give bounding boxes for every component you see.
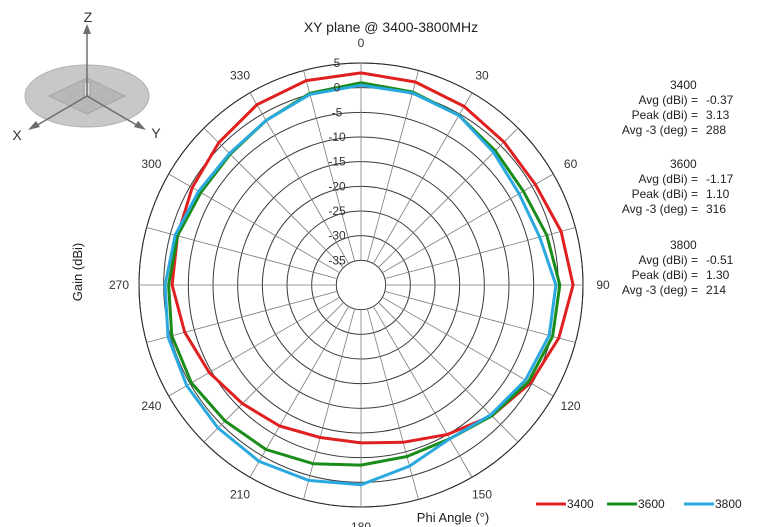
stats-value: -1.17	[706, 172, 734, 186]
orientation-axes-icon: Z X Y	[12, 9, 161, 143]
stats-value: 3.13	[706, 108, 730, 122]
radial-tick-label: 5	[334, 56, 341, 70]
stats-value: -0.37	[706, 93, 734, 107]
tick-labels: 5 0 -5 -10 -15 -20 -25 -30 -35 0 30 60 90 120 150 180 21…	[109, 36, 610, 527]
grid-spoke	[378, 127, 519, 268]
grid-spoke	[366, 308, 419, 500]
x-axis-title: Phi Angle (°)	[417, 510, 489, 525]
stats-block-3800: 3800 Avg (dBi) = -0.51 Peak (dBi) = 1.30 Avg …	[622, 238, 779, 302]
grid-spoke	[303, 308, 356, 500]
y-axis-title: Gain (dBi)	[70, 243, 85, 302]
stats-value: 1.30	[706, 268, 730, 282]
legend: 3400 3600 3800	[536, 497, 742, 511]
stats-label: Peak (dBi) =	[631, 187, 698, 201]
angle-tick-label: 330	[230, 68, 250, 82]
series-3600-line	[167, 81, 562, 467]
z-axis-label: Z	[84, 9, 93, 25]
stats-label: Avg (dBi) =	[638, 172, 698, 186]
series-3400-line	[170, 71, 575, 445]
grid-ring	[335, 259, 387, 311]
stats-freq-label: 3800	[670, 238, 697, 252]
grid-spoke	[384, 227, 576, 280]
angle-tick-label: 150	[472, 488, 492, 502]
stats-label: Avg -3 (deg) =	[621, 202, 698, 216]
stats-label: Avg -3 (deg) =	[621, 123, 698, 137]
radial-tick-label: -25	[328, 204, 346, 218]
polar-grid	[138, 62, 584, 508]
x-axis-label: X	[12, 127, 22, 143]
angle-tick-label: 90	[596, 278, 610, 292]
angle-tick-label: 210	[230, 488, 250, 502]
radial-tick-label: -5	[332, 105, 343, 119]
radial-tick-label: -10	[328, 130, 346, 144]
stats-freq-label: 3600	[670, 157, 697, 171]
angle-tick-label: 180	[351, 520, 371, 527]
grid-spoke	[303, 70, 356, 262]
angle-tick-label: 240	[141, 399, 161, 413]
stats-label: Avg -3 (deg) =	[621, 283, 698, 297]
grid-spoke	[384, 290, 576, 343]
series-3800-line	[163, 83, 558, 487]
stats-label: Peak (dBi) =	[631, 108, 698, 122]
grid-spoke	[168, 296, 340, 397]
series-group	[163, 71, 575, 487]
stats-value: 288	[706, 123, 727, 137]
grid-spoke	[378, 302, 519, 443]
radial-tick-label: -15	[328, 155, 346, 169]
grid-spoke	[146, 290, 338, 343]
stats-value: 1.10	[706, 187, 730, 201]
legend-label-3400: 3400	[567, 497, 594, 511]
legend-label-3600: 3600	[638, 497, 665, 511]
grid-spoke	[203, 127, 344, 268]
grid-spoke	[372, 306, 473, 478]
angle-tick-label: 270	[109, 278, 129, 292]
grid-spoke	[203, 302, 344, 443]
radial-tick-label: -35	[328, 253, 346, 267]
angle-tick-label: 120	[561, 399, 581, 413]
legend-label-3800: 3800	[715, 497, 742, 511]
stats-label: Avg (dBi) =	[638, 253, 698, 267]
angle-tick-label: 0	[358, 36, 365, 50]
stats-block-3400: 3400 Avg (dBi) = -0.37 Peak (dBi) = 3.13 Avg …	[622, 78, 779, 142]
stats-freq-label: 3400	[670, 78, 697, 92]
angle-tick-label: 300	[141, 157, 161, 171]
stats-block-3600: 3600 Avg (dBi) = -1.17 Peak (dBi) = 1.10 Avg …	[622, 157, 779, 221]
stats-label: Avg (dBi) =	[638, 93, 698, 107]
grid-spoke	[168, 173, 340, 274]
radial-tick-label: -30	[328, 229, 346, 243]
radial-tick-label: -20	[328, 179, 346, 193]
stats-value: 214	[706, 283, 727, 297]
angle-tick-label: 60	[564, 157, 578, 171]
angle-tick-label: 30	[475, 68, 489, 82]
stats-value: 316	[706, 202, 727, 216]
grid-spoke	[249, 306, 350, 478]
grid-spoke	[382, 173, 554, 274]
stats-value: -0.51	[706, 253, 734, 267]
y-axis-label: Y	[151, 125, 161, 141]
radial-tick-label: 0	[334, 81, 341, 95]
chart-title: XY plane @ 3400-3800MHz	[304, 19, 478, 35]
grid-spoke	[366, 70, 419, 262]
stats-label: Peak (dBi) =	[631, 268, 698, 282]
grid-spoke	[372, 92, 473, 264]
